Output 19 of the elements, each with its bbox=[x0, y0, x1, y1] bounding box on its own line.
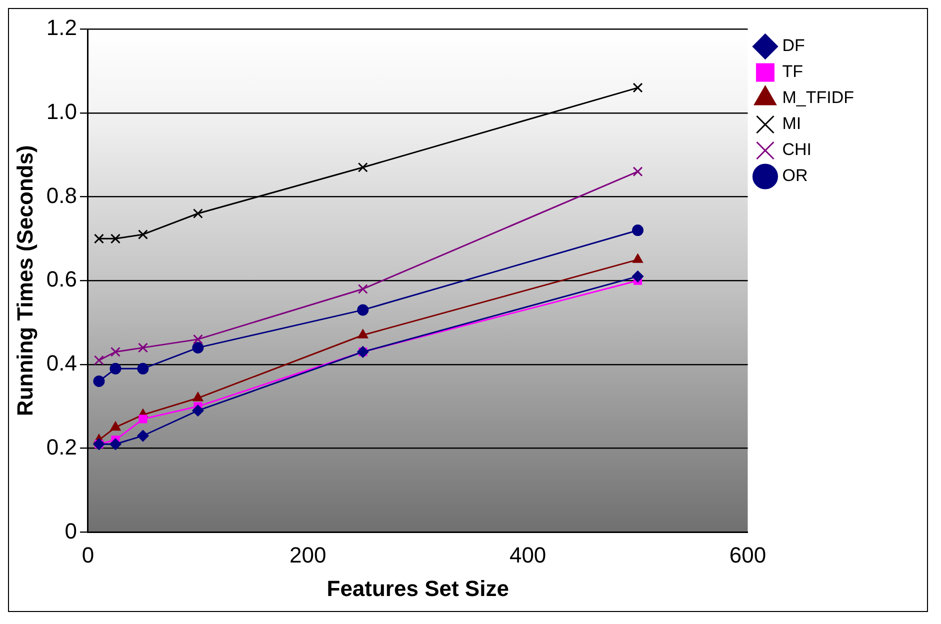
y-tick-label: 0.4 bbox=[46, 350, 77, 376]
legend-label: TF bbox=[782, 62, 804, 82]
y-tick-label: 0.8 bbox=[46, 182, 77, 208]
legend-label: MI bbox=[782, 114, 802, 134]
y-tick-label: 0.6 bbox=[46, 266, 77, 292]
legend-label: M_TFIDF bbox=[782, 88, 854, 108]
y-tick-label: 0.2 bbox=[46, 434, 77, 460]
legend-label: CHI bbox=[782, 140, 812, 160]
y-tick-label: 1.2 bbox=[46, 15, 77, 40]
legend-label: DF bbox=[782, 36, 805, 56]
y-tick-label: 1.0 bbox=[46, 98, 77, 124]
x-tick-label: 200 bbox=[290, 542, 326, 568]
y-tick-label: 0 bbox=[64, 518, 77, 544]
legend-label: OR bbox=[782, 166, 808, 186]
x-tick-label: 0 bbox=[82, 542, 94, 568]
y-axis-title: Running Times (Seconds) bbox=[12, 145, 38, 416]
x-axis-title: Features Set Size bbox=[326, 576, 509, 601]
x-tick-label: 600 bbox=[729, 542, 766, 568]
x-tick-label: 400 bbox=[509, 542, 546, 568]
